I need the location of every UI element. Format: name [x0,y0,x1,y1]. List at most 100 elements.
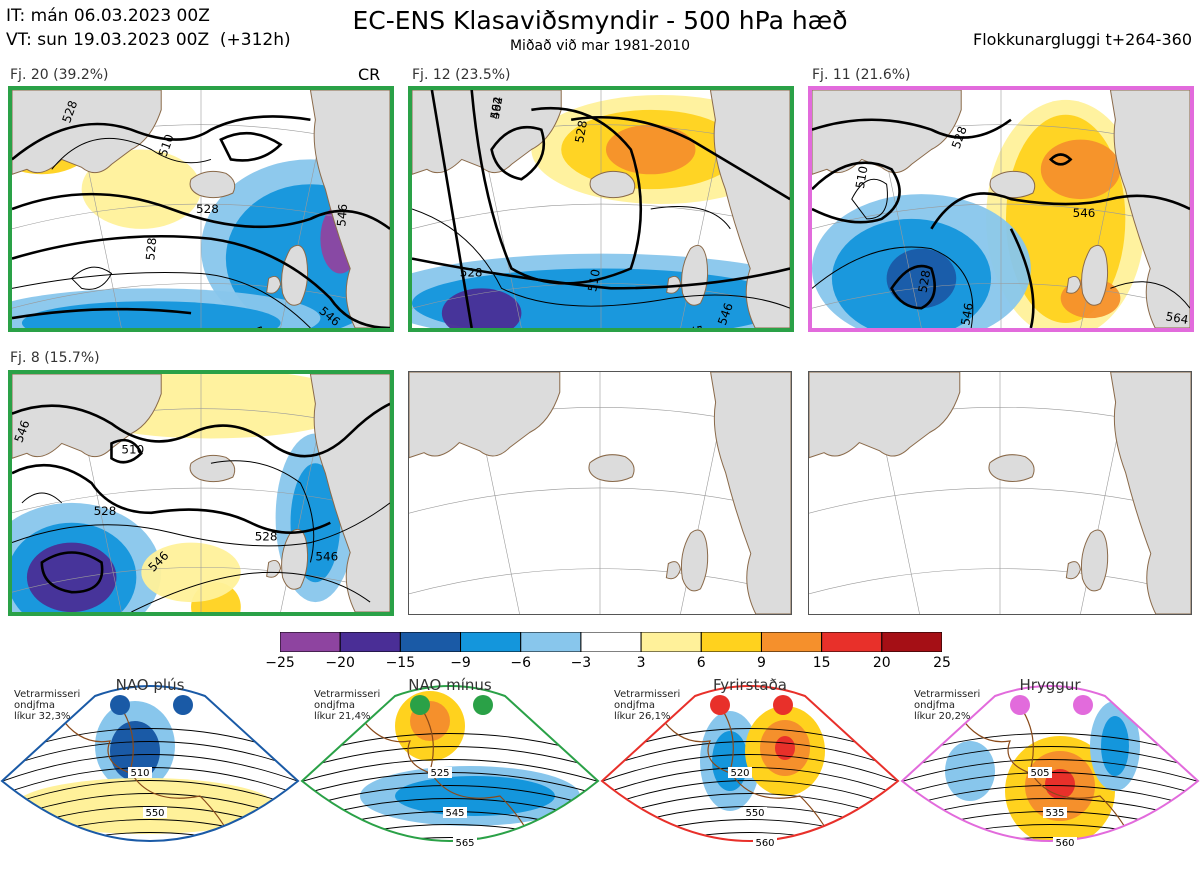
regime-contour-label-bg [143,807,167,818]
cluster-map-3: 528 510 546 528 546 564 [808,86,1194,332]
colorbar-swatch [339,631,401,653]
colorbar-tick-label: −6 [510,655,532,671]
height-contour [210,460,315,563]
regime-note: Vetrarmisseri ondjfma líkur 26,1% [614,689,680,722]
ireland-shape [266,559,282,578]
regime-strip: 510 550 NAO plús Vetrarmisseri ondjfma líkur … [0,676,1200,871]
regime-contour [602,832,898,841]
regime-dot-left [110,695,130,715]
scandinavia-shape [709,90,790,328]
regime-anomaly [395,776,555,816]
regime-anomaly [1010,850,1040,862]
regime-contour [902,785,1198,809]
colorbar-swatch [460,631,522,653]
regime-coastline [959,715,1041,777]
regime-contour-label-bg [428,767,452,778]
cluster-map-4: 546 510 528 528 546 546 [8,370,394,616]
regime-contour [302,759,598,783]
page-subtitle: Miðað við mar 1981-2010 [509,38,691,54]
regime-contour-label-bg [1043,807,1067,818]
contour-label: 564 [488,95,506,120]
regime-coastline [359,715,441,777]
regime-note: Vetrarmisseri ondjfma líkur 32,3% [14,689,80,722]
regime-contour-label-bg [128,767,152,778]
regime-contour-label: 560 [755,838,774,849]
contour-label: 528 [572,119,590,144]
colorbar-tick-label: 6 [696,655,706,671]
height-contour [51,137,212,170]
colorbar-tick-label: 9 [756,655,766,671]
regime-contour [302,837,598,841]
regime-contour-label: 525 [430,768,449,779]
regime-contour-label: 550 [745,808,764,819]
regime-contour [902,746,1198,770]
britain-shape [281,244,309,306]
scandinavia-shape [1110,372,1191,614]
contour-label: 546 [1073,206,1096,220]
height-contour [812,161,901,224]
height-contour [412,257,790,290]
colorbar-tick-label: −15 [385,655,416,671]
colorbar-tick-label: −20 [325,655,355,671]
height-contour [890,264,936,310]
greenland-shape [12,374,162,459]
regime-contour-label: 545 [445,808,464,819]
height-contour [1048,153,1073,166]
regime-contour-label-bg [443,807,467,818]
regime-outline [0,685,300,842]
cluster-label-2: Fj. 12 (23.5%) [412,67,511,83]
contour-label: 510 [121,442,144,456]
greenland-shape [409,372,561,459]
contour-label: 528 [143,237,159,261]
anomaly-area [21,301,281,328]
regime-dot-right [173,695,193,715]
ireland-shape [665,561,681,580]
regime-dot-left [1010,695,1030,715]
colorbar-swatch [399,631,462,653]
colorbar-swatch [700,631,762,653]
regime-note-line: líkur 32,3% [14,711,71,722]
height-contour [812,246,974,328]
empty-map-5 [408,371,792,615]
regime-title: NAO mínus [408,676,492,694]
regime-outline [600,685,900,842]
regime-contour-label-bg [728,767,752,778]
anomaly-area [605,124,696,175]
regime-contour-label-bg [453,837,477,848]
ireland-shape [1066,275,1082,294]
contour-label: 528 [196,202,219,216]
regime-title: Fyrirstaða [713,676,787,694]
regime-outline [900,685,1200,842]
height-contour [12,463,331,534]
height-contour [1110,281,1190,309]
contour-label: 528 [460,265,483,279]
iceland-shape [989,170,1036,199]
colorbar-swatch [520,631,582,653]
regime-dot-right [473,695,493,715]
contour-label: 564 [1165,309,1190,327]
regime-1: 510 550 NAO plús Vetrarmisseri ondjfma líkur … [0,676,300,871]
regime-contour-label: 560 [1055,838,1074,849]
anomaly-area [886,248,957,309]
anomaly-area [441,288,522,328]
header-times: IT: mán 06.03.2023 00Z VT: sun 19.03.2023… [6,4,291,52]
regime-contour-label-bg [753,837,777,848]
ireland-shape [1065,561,1081,580]
iceland-shape [988,454,1035,482]
height-contour [12,402,390,458]
regime-contour-label: 505 [1030,768,1049,779]
contour-label: 546 [958,302,976,327]
cluster-map-1: 528510528546528546564 [8,86,394,332]
cluster-label-4: Fj. 8 (15.7%) [10,350,100,366]
height-contour [12,307,192,320]
regime-anomaly [15,778,275,834]
height-contour [131,571,371,612]
empty-map-6 [808,371,1192,615]
colorbar-tick-label: 25 [933,655,951,671]
regime-note-line: Vetrarmisseri [14,689,81,700]
regime-contour [2,832,298,841]
height-contour [12,115,311,161]
regime-coastline [659,715,741,777]
regime-dot-right [773,695,793,715]
scandinavia-shape [309,90,390,328]
